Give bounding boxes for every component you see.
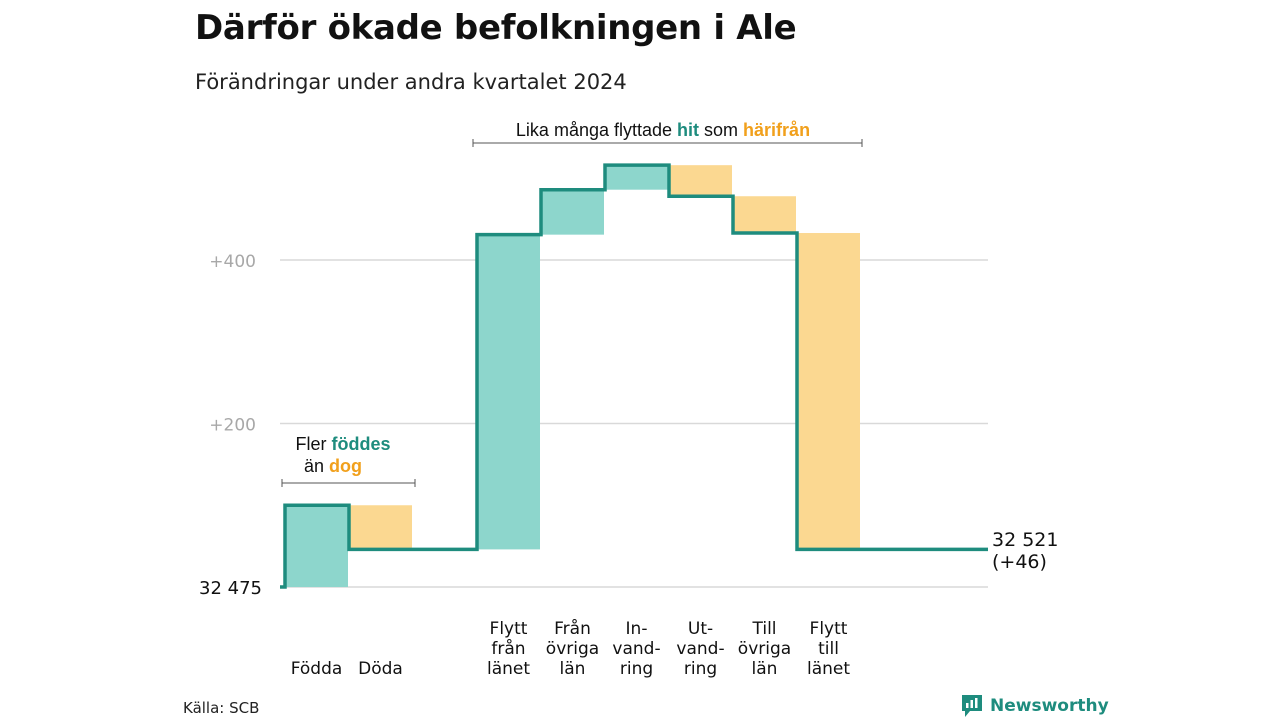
annotation-migration: Lika många flyttade hit som härifrån — [472, 120, 863, 147]
step-line — [280, 163, 988, 589]
annotation-births-line2-pre: än — [304, 456, 329, 476]
bar-3 — [477, 234, 540, 550]
end-value: 32 521 — [992, 529, 1058, 551]
x-tick-label: Ut-vand-ring — [676, 619, 724, 679]
x-tick-label: Flytt från länet — [487, 619, 530, 679]
bar-6 — [669, 165, 732, 197]
bar-2 — [349, 505, 412, 550]
annotation-births-hl1: föddes — [331, 434, 390, 454]
x-tick-label: Döda — [358, 659, 403, 679]
y-tick-labels: 32 475 +200 +400 — [199, 252, 262, 599]
end-change: (+46) — [992, 551, 1047, 573]
gridlines — [280, 259, 988, 588]
y-tick-label: +200 — [209, 416, 256, 436]
annotation-births-pre: Fler — [295, 434, 331, 454]
x-tick-label: In-vand-ring — [612, 619, 660, 679]
y-tick-label: +400 — [209, 252, 256, 272]
bar-1 — [285, 505, 348, 587]
svg-text:Fler föddes: Fler föddes — [295, 434, 390, 454]
annotation-births-hl2: dog — [329, 456, 362, 476]
x-tick-label: Födda — [291, 659, 343, 679]
annotation-births: Fler föddes än dog — [281, 434, 416, 487]
start-value-label: 32 475 — [199, 578, 262, 599]
x-tick-label: Till övriga län — [738, 619, 791, 679]
x-tick-labels: Födda Döda Flytt från länet Från övriga län In-v… — [291, 618, 851, 679]
annotation-migration-pre: Lika många flyttade — [516, 120, 677, 140]
annotation-migration-mid: som — [699, 120, 743, 140]
source-note: Källa: SCB — [183, 699, 260, 717]
chart-subtitle: Förändringar under andra kvartalet 2024 — [195, 70, 627, 94]
bar-4 — [541, 189, 604, 235]
cumulative-step-line — [280, 163, 988, 589]
svg-text:Lika många flyttade hit som hä: Lika många flyttade hit som härifrån — [516, 120, 810, 140]
end-value-label: 32 521 (+46) — [992, 529, 1058, 573]
newsworthy-logo-text: Newsworthy — [990, 696, 1109, 716]
annotation-migration-hl1: hit — [677, 120, 699, 140]
bar-5 — [605, 165, 668, 190]
x-tick-label: Flytt till länet — [807, 619, 850, 679]
svg-text:än dog: än dog — [304, 456, 362, 476]
bar-7 — [733, 196, 796, 234]
newsworthy-logo-icon — [962, 695, 982, 717]
chart-title: Därför ökade befolkningen i Ale — [195, 8, 797, 48]
newsworthy-logo: Newsworthy — [960, 693, 1109, 719]
bars — [285, 165, 860, 587]
x-tick-label: Från övriga län — [546, 618, 599, 679]
bar-8 — [797, 233, 860, 550]
annotation-migration-hl2: härifrån — [743, 120, 810, 140]
